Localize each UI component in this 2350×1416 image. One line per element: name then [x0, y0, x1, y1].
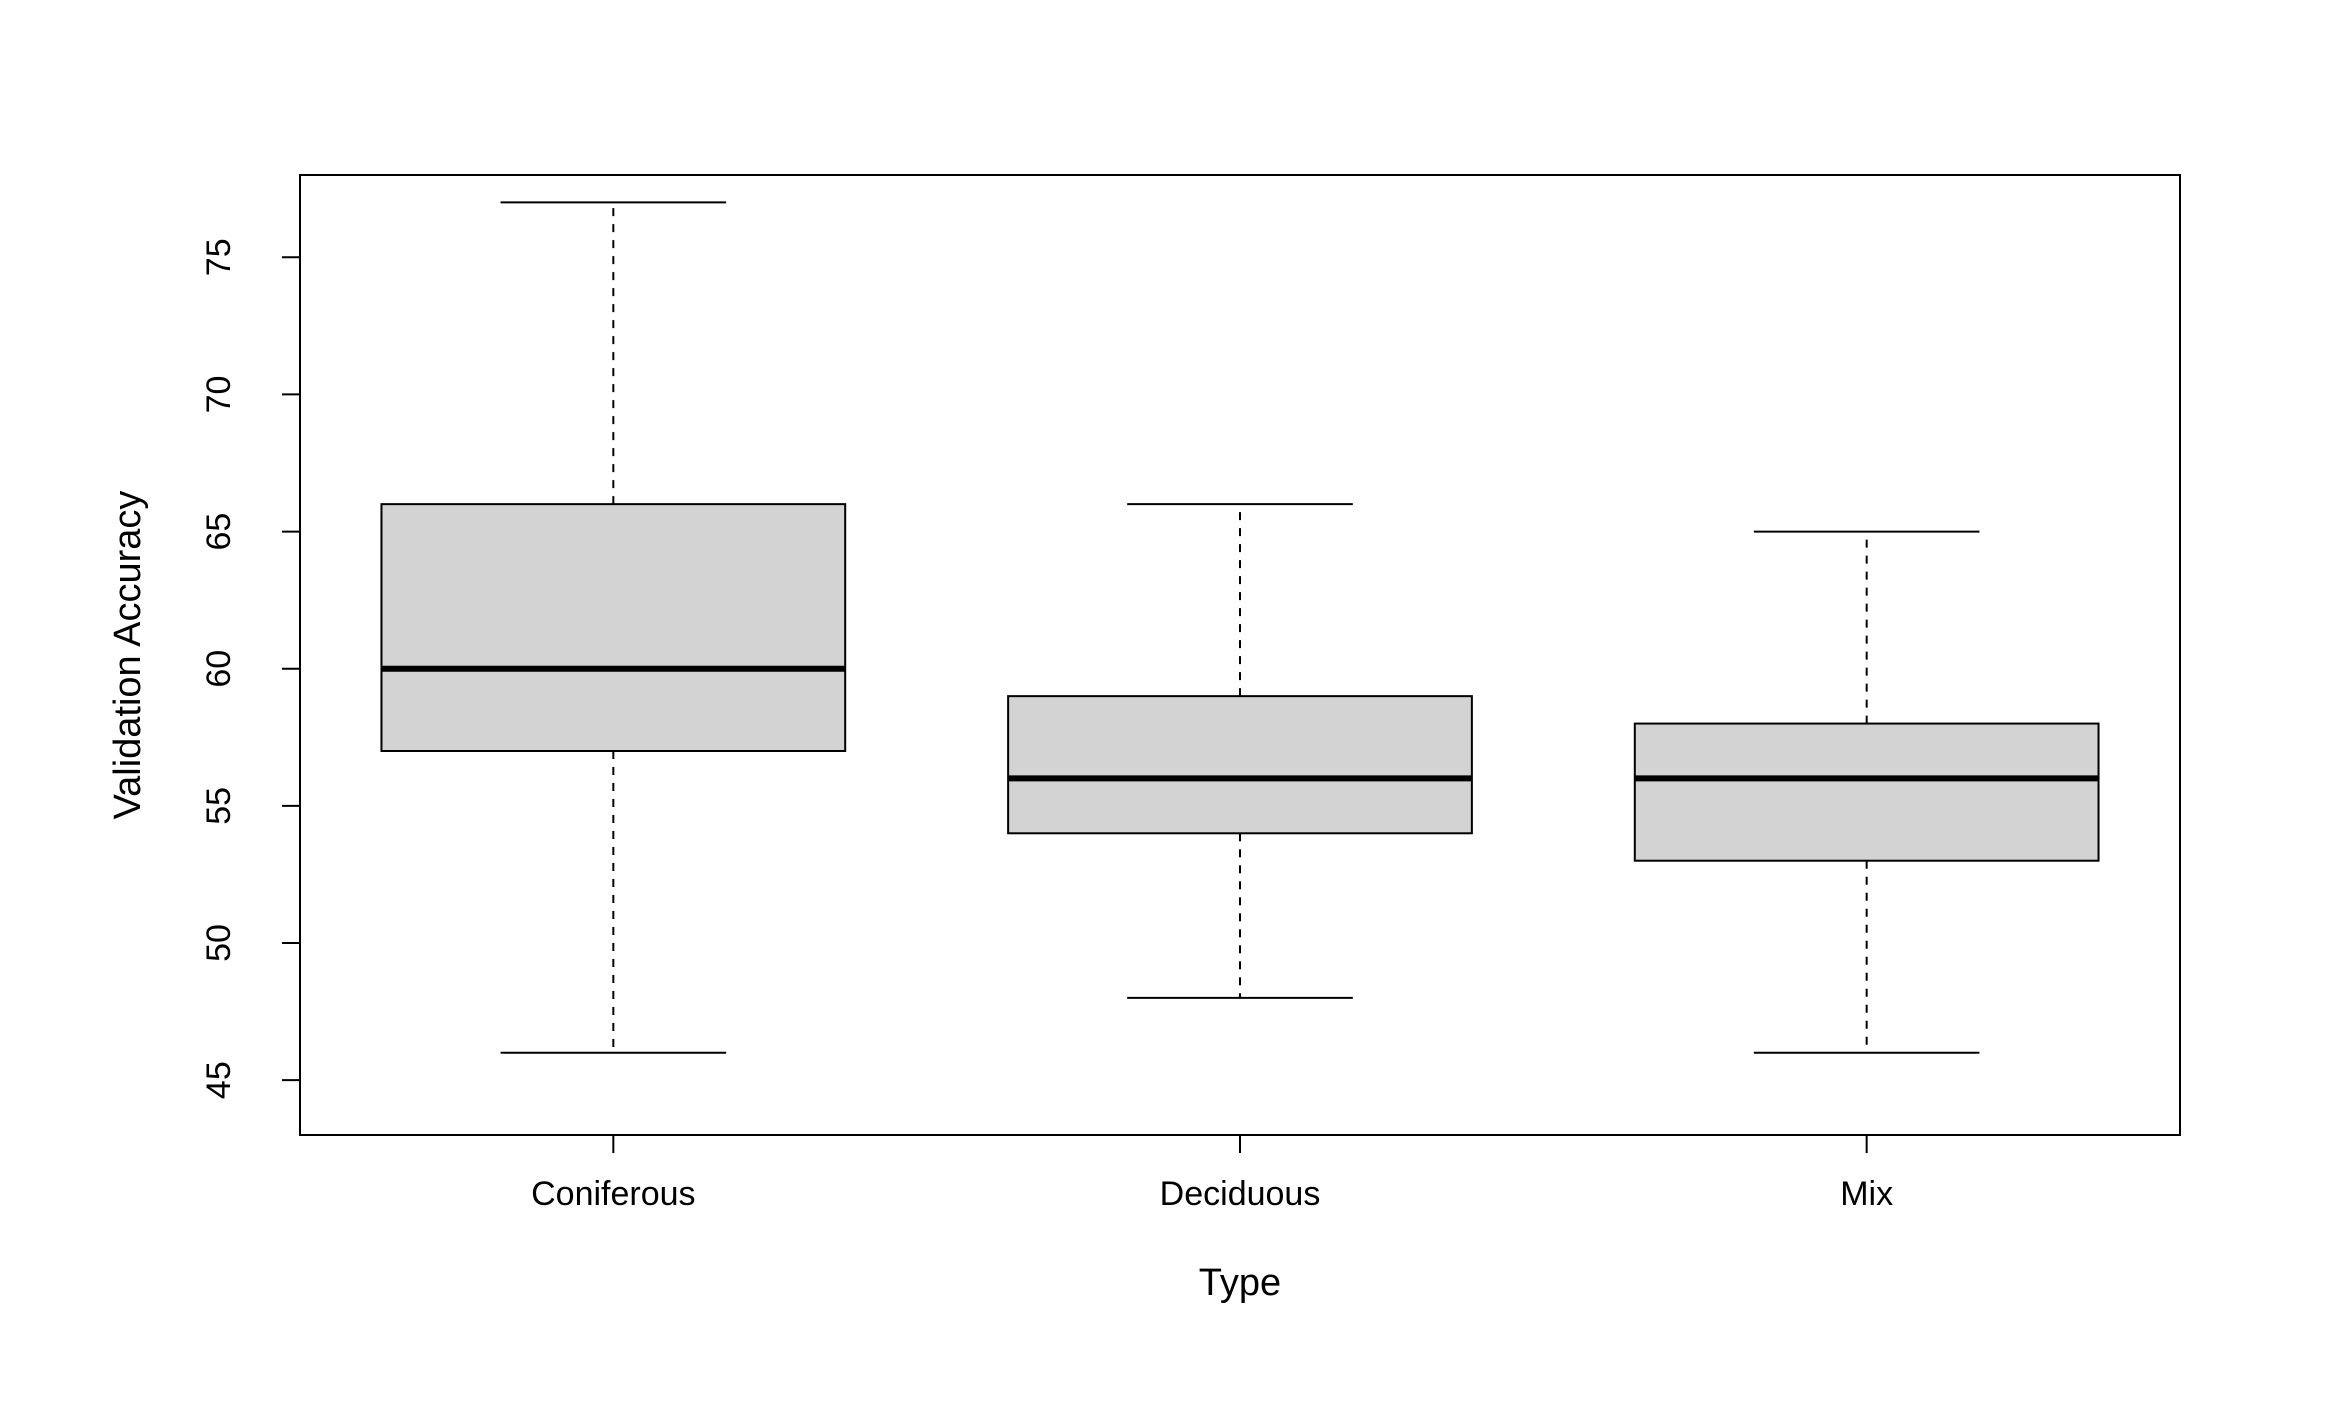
y-axis-label: Validation Accuracy [107, 491, 149, 820]
chart-svg: 45 50 55 60 65 70 75 Validation Accuracy Conifer… [0, 0, 2350, 1411]
y-tick-label: 75 [200, 238, 238, 276]
y-tick-label: 55 [200, 787, 238, 825]
box [1635, 724, 2099, 861]
y-tick-label: 70 [200, 376, 238, 414]
x-axis-label: Type [1199, 1262, 1281, 1304]
y-tick-label: 60 [200, 650, 238, 688]
y-tick-label: 65 [200, 513, 238, 551]
x-tick-label: Deciduous [1160, 1175, 1321, 1213]
x-tick-label: Mix [1840, 1175, 1893, 1213]
box [381, 504, 845, 751]
box [1008, 696, 1472, 833]
y-tick-label: 50 [200, 924, 238, 962]
boxplot-chart: 45 50 55 60 65 70 75 Validation Accuracy Conifer… [0, 0, 2350, 1411]
y-tick-label: 45 [200, 1061, 238, 1099]
x-tick-label: Coniferous [531, 1175, 695, 1213]
